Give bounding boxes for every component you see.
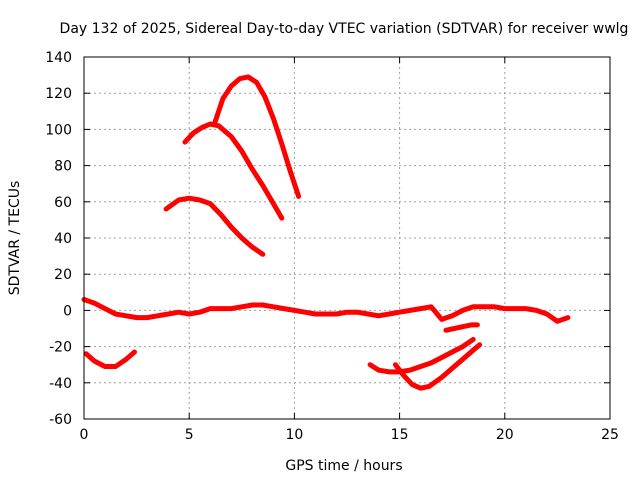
y-axis-label: SDTVAR / TECUs: [7, 181, 23, 296]
data-series: [81, 74, 571, 391]
x-tick-label: 5: [185, 427, 194, 443]
x-tick-label: 15: [391, 427, 409, 443]
y-tick-label: 120: [45, 86, 72, 102]
y-tick-label: 80: [54, 159, 72, 175]
y-tick-label: 40: [54, 231, 72, 247]
series-arc-3: [163, 195, 266, 257]
series-arc-5: [211, 74, 302, 199]
axis-ticks: 0 5 10 15 20 25 -60 -40 -20 0 20 40 60 80 100 120 140: [45, 50, 619, 443]
y-tick-label: 20: [54, 267, 72, 283]
grid-lines: [84, 57, 610, 419]
series-arc-1: [81, 297, 571, 324]
y-tick-label: 60: [54, 195, 72, 211]
y-tick-label: 0: [63, 303, 72, 319]
series-arc-2: [83, 349, 137, 369]
series-arc-8: [443, 322, 480, 333]
series-arc-7: [392, 342, 483, 391]
x-tick-label: 0: [80, 427, 89, 443]
series-arc-6: [367, 336, 476, 375]
plot-frame: [83, 56, 611, 420]
y-tick-label: -40: [49, 376, 72, 392]
x-tick-label: 25: [601, 427, 619, 443]
x-tick-label: 10: [285, 427, 303, 443]
y-tick-label: -60: [49, 412, 72, 428]
x-axis-label: GPS time / hours: [285, 458, 402, 474]
x-tick-label: 20: [496, 427, 514, 443]
y-tick-label: 140: [45, 50, 72, 66]
chart-title: Day 132 of 2025, Sidereal Day-to-day VTE…: [60, 21, 629, 37]
y-tick-label: -20: [49, 340, 72, 356]
series-arc-4: [182, 121, 285, 221]
y-tick-label: 100: [45, 122, 72, 138]
